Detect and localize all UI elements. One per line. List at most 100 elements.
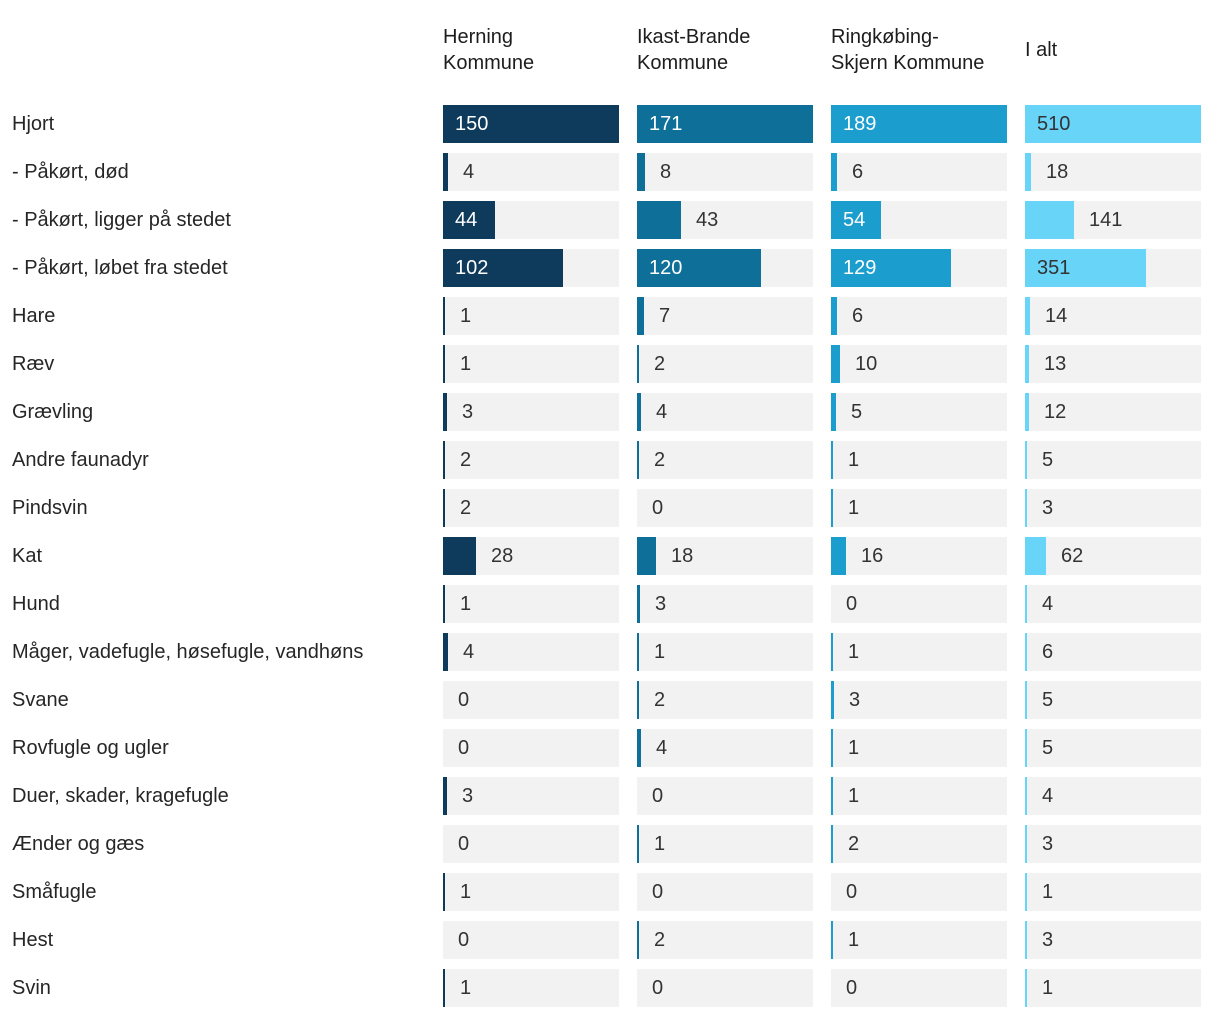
bar-value-label: 102 (455, 257, 489, 279)
bar-track: 8 (637, 153, 813, 191)
bar-track: 3 (443, 777, 619, 815)
bar (443, 297, 445, 335)
bar-value-label: 1 (654, 641, 666, 663)
bar-value-label: 5 (1042, 689, 1054, 711)
bar-track: 1 (831, 921, 1007, 959)
bar-track: 1 (443, 297, 619, 335)
bar-track: 2 (637, 681, 813, 719)
bar-value-label: 54 (843, 209, 866, 231)
bar (831, 681, 834, 719)
bar-track: 54 (831, 201, 1007, 239)
bar-track: 141 (1025, 201, 1201, 239)
bar-value-label: 4 (463, 641, 475, 663)
bar (637, 297, 644, 335)
bar (637, 105, 813, 143)
bar-value-label: 28 (491, 545, 514, 567)
category-label: - Påkørt, løbet fra stedet (12, 257, 228, 279)
bar-track: 189 (831, 105, 1007, 143)
bar-track: 44 (443, 201, 619, 239)
category-label: Andre faunadyr (12, 449, 149, 471)
bar-track: 4 (637, 729, 813, 767)
bar-value-label: 2 (654, 353, 666, 375)
bar-value-label: 14 (1045, 305, 1068, 327)
bar-track: 12 (1025, 393, 1201, 431)
bar-track: 4 (637, 393, 813, 431)
bar (1025, 489, 1027, 527)
bar-value-label: 3 (1042, 833, 1054, 855)
bar-value-label: 0 (846, 881, 858, 903)
bar-value-label: 1 (848, 641, 860, 663)
table-row: Hare 1 7 6 14 (0, 297, 1220, 335)
category-label: - Påkørt, død (12, 161, 129, 183)
bar-value-label: 62 (1061, 545, 1084, 567)
bar-track: 18 (1025, 153, 1201, 191)
bar (831, 249, 951, 287)
bar-value-label: 5 (1042, 737, 1054, 759)
bar-value-label: 1 (848, 785, 860, 807)
bar-value-label: 12 (1044, 401, 1067, 423)
bar (831, 729, 833, 767)
bar (443, 873, 445, 911)
bar (443, 249, 563, 287)
bar-track: 1 (831, 441, 1007, 479)
column-header-ringkobing-skjern: Ringkøbing-Skjern Kommune (831, 26, 985, 74)
bar-value-label: 2 (654, 689, 666, 711)
bar-track: 4 (443, 153, 619, 191)
bar-track: 3 (1025, 825, 1201, 863)
category-label: Ræv (12, 353, 55, 375)
category-label: Pindsvin (12, 497, 88, 519)
bar-track: 1 (831, 633, 1007, 671)
bar (443, 345, 445, 383)
bar-track: 1 (637, 633, 813, 671)
category-label: Duer, skader, kragefugle (12, 785, 229, 807)
bar-track: 0 (443, 729, 619, 767)
bar-track: 510 (1025, 105, 1201, 143)
bar (637, 345, 639, 383)
bar (831, 777, 833, 815)
table-row: Ænder og gæs 0 1 2 3 (0, 825, 1220, 863)
bar (1025, 393, 1029, 431)
bar-track: 171 (637, 105, 813, 143)
bar (831, 537, 846, 575)
bar-value-label: 0 (846, 593, 858, 615)
bar-track: 0 (637, 777, 813, 815)
bar-track: 129 (831, 249, 1007, 287)
bar (831, 489, 833, 527)
bar-track: 3 (1025, 489, 1201, 527)
category-label: - Påkørt, ligger på stedet (12, 209, 231, 231)
table-row: Pindsvin 2 0 1 3 (0, 489, 1220, 527)
bar-value-label: 10 (855, 353, 878, 375)
bar-value-label: 3 (462, 401, 474, 423)
bar-track: 0 (637, 873, 813, 911)
category-label: Kat (12, 545, 43, 567)
column-header-i-alt: I alt (1025, 39, 1058, 61)
bar (831, 201, 881, 239)
bar-value-label: 171 (649, 113, 683, 135)
bar-track: 0 (443, 825, 619, 863)
bar (443, 153, 448, 191)
bar (1025, 345, 1029, 383)
bar (1025, 633, 1027, 671)
bar-value-label: 1 (460, 977, 472, 999)
bar (1025, 105, 1201, 143)
bar-value-label: 510 (1037, 113, 1071, 135)
bar-value-label: 5 (851, 401, 863, 423)
bar-track: 6 (831, 153, 1007, 191)
bar (1025, 873, 1027, 911)
bar (831, 393, 836, 431)
bar-value-label: 0 (652, 977, 664, 999)
bar-value-label: 2 (848, 833, 860, 855)
bar (637, 393, 641, 431)
bar-value-label: 3 (462, 785, 474, 807)
bar-track: 16 (831, 537, 1007, 575)
bar-track: 4 (1025, 585, 1201, 623)
bar-value-label: 2 (654, 449, 666, 471)
bar (637, 441, 639, 479)
bar-track: 2 (637, 441, 813, 479)
category-label: Grævling (12, 401, 94, 423)
bar-value-label: 3 (1042, 497, 1054, 519)
bar (637, 729, 641, 767)
bar (637, 153, 645, 191)
bar (443, 585, 445, 623)
